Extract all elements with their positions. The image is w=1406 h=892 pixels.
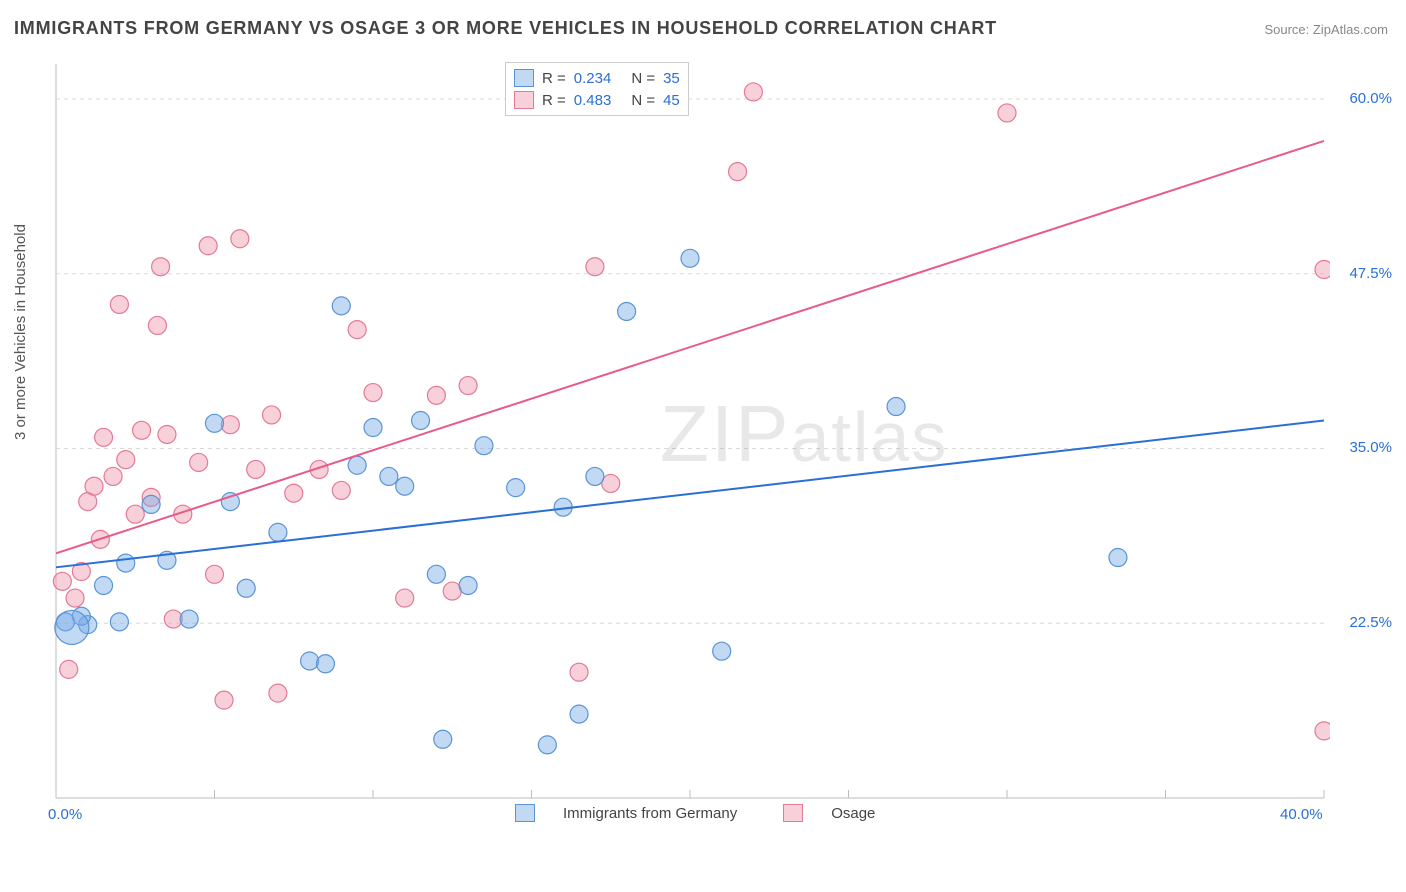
xlegend-swatch-pink [783, 804, 803, 822]
correlation-legend: R = 0.234 N = 35 R = 0.483 N = 45 [505, 62, 689, 116]
xlegend-label2: Osage [831, 805, 875, 822]
y-tick-47.5: 47.5% [1332, 265, 1392, 282]
legend-row-series2: R = 0.483 N = 45 [514, 89, 680, 111]
legend-r2: 0.483 [574, 92, 612, 109]
y-tick-35: 35.0% [1332, 439, 1392, 456]
legend-n-label2: N = [631, 92, 655, 109]
legend-swatch-pink [514, 91, 534, 109]
y-tick-60: 60.0% [1332, 90, 1392, 107]
source-label: Source: ZipAtlas.com [1264, 22, 1388, 37]
x-tick-0: 0.0% [48, 806, 82, 823]
legend-n1: 35 [663, 70, 680, 87]
y-axis-label: 3 or more Vehicles in Household [12, 224, 29, 440]
y-tick-22.5: 22.5% [1332, 614, 1392, 631]
xlegend-swatch-blue [515, 804, 535, 822]
x-tick-40: 40.0% [1280, 806, 1323, 823]
legend-row-series1: R = 0.234 N = 35 [514, 67, 680, 89]
chart-area: ZIPatlas R = 0.234 N = 35 R = 0.483 N = … [50, 58, 1330, 828]
x-axis-legend: Immigrants from Germany Osage [515, 804, 875, 822]
legend-r1: 0.234 [574, 70, 612, 87]
legend-r-label: R = [542, 70, 566, 87]
legend-swatch-blue [514, 69, 534, 87]
legend-r-label2: R = [542, 92, 566, 109]
legend-n2: 45 [663, 92, 680, 109]
scatter-chart-svg [50, 58, 1330, 828]
xlegend-label1: Immigrants from Germany [563, 805, 737, 822]
legend-n-label: N = [631, 70, 655, 87]
chart-title: IMMIGRANTS FROM GERMANY VS OSAGE 3 OR MO… [14, 18, 997, 39]
